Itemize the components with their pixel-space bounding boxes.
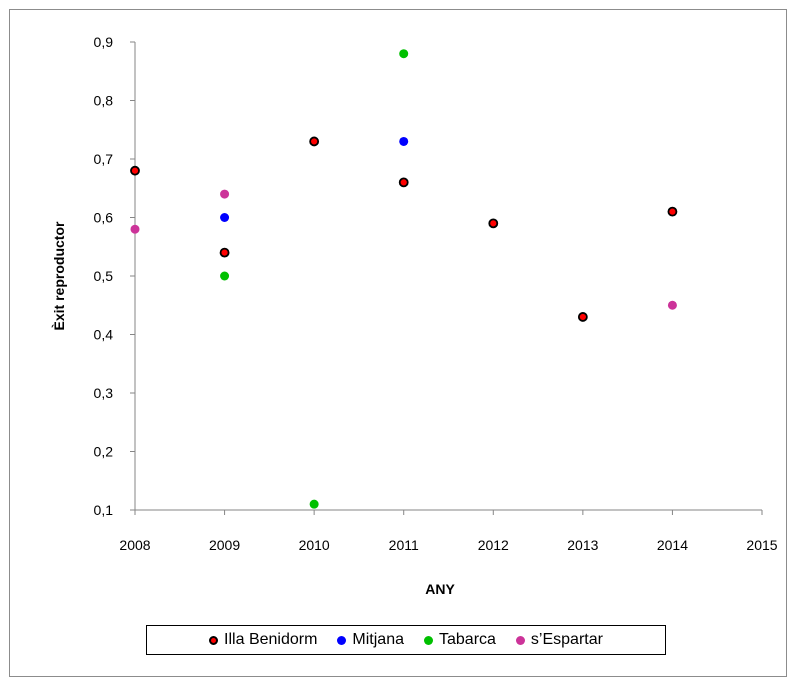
legend-marker — [337, 635, 347, 645]
x-tick-label: 2015 — [746, 537, 777, 553]
tick-labels: 0,1 0,2 0,3 0,4 0,5 0,6 0,7 0,8 0,9 2008 2009 2010 2… — [94, 34, 778, 553]
legend-label: s’Espartar — [530, 631, 603, 648]
y-tick-label: 0,3 — [94, 385, 114, 401]
data-point-illa-benidorm — [398, 177, 409, 188]
data-point-tabarca — [399, 49, 409, 59]
data-point-mitjana — [399, 136, 409, 146]
y-tick-label: 0,9 — [94, 34, 114, 50]
y-tick-label: 0,2 — [94, 444, 114, 460]
data-point-tabarca — [309, 499, 319, 509]
x-tick-label: 2013 — [567, 537, 598, 553]
data-point-illa-benidorm — [219, 247, 230, 258]
x-tick-label: 2010 — [299, 537, 330, 553]
legend-label: Tabarca — [439, 631, 496, 648]
legend-item: s’Espartar — [515, 631, 603, 649]
legend-label: Illa Benidorm — [224, 631, 318, 648]
data-point-illa-benidorm — [309, 136, 320, 147]
data-point-s-espartar — [130, 224, 140, 234]
data-point-s-espartar — [667, 300, 677, 310]
legend-marker — [209, 635, 219, 645]
legend-item: Mitjana — [337, 631, 404, 649]
legend-marker — [515, 635, 525, 645]
data-point-mitjana — [220, 213, 230, 222]
y-axis-title: Èxit reproductor — [51, 221, 67, 330]
axes — [130, 41, 763, 515]
chart-frame — [9, 9, 787, 677]
data-point-s-espartar — [220, 189, 230, 199]
x-tick-label: 2011 — [389, 537, 419, 553]
y-tick-label: 0,1 — [94, 502, 114, 518]
x-axis-title: ANY — [425, 581, 455, 597]
legend-item: Illa Benidorm — [209, 631, 317, 649]
data-point-tabarca — [220, 271, 230, 281]
x-tick-label: 2009 — [209, 537, 240, 553]
x-tick-label: 2014 — [657, 537, 688, 553]
data-point-illa-benidorm — [488, 218, 499, 229]
y-tick-label: 0,5 — [94, 268, 114, 284]
data-point-illa-benidorm — [577, 312, 588, 322]
legend-label: Mitjana — [352, 631, 404, 648]
y-tick-label: 0,4 — [94, 327, 114, 343]
y-tick-label: 0,7 — [94, 151, 114, 167]
data-point-illa-benidorm — [130, 165, 140, 176]
x-tick-label: 2008 — [119, 537, 150, 553]
legend: Illa Benidorm Mitjana Tabarca s’Espartar — [146, 625, 666, 655]
x-tick-label: 2012 — [478, 537, 509, 553]
legend-marker — [424, 635, 433, 645]
legend-item: Tabarca — [424, 631, 496, 649]
data-point-illa-benidorm — [667, 206, 678, 217]
y-tick-label: 0,8 — [94, 93, 114, 109]
y-tick-label: 0,6 — [94, 210, 114, 226]
data-points — [130, 49, 678, 509]
